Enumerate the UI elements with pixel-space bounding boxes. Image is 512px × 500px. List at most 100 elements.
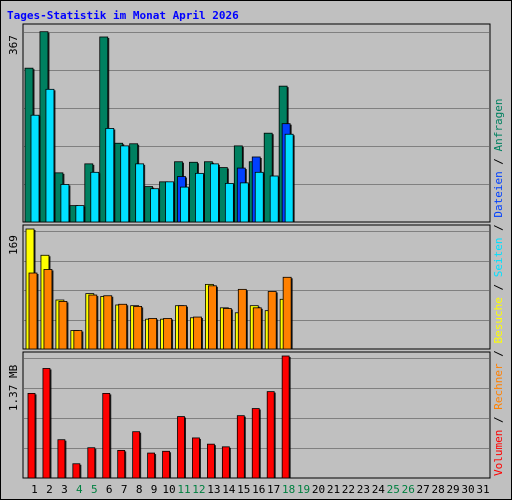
- legend-entry-besuche: Besuche: [492, 297, 505, 343]
- bar-seiten-day-14: [224, 183, 234, 223]
- x-tick-label-day-28: 28: [432, 483, 445, 496]
- chart-title: Tages-Statistik im Monat April 2026: [7, 9, 239, 22]
- x-tick-label-day-12: 12: [192, 483, 205, 496]
- bar-volumen-day-12: [192, 437, 200, 479]
- bar-volumen-day-17: [266, 391, 275, 479]
- bar-volumen-day-9: [147, 452, 156, 479]
- bar-volumen-day-10: [162, 450, 170, 479]
- panel-top-scale-label: 367: [7, 35, 20, 55]
- x-tick-label-day-31: 31: [476, 483, 489, 496]
- bar-volumen-day-14: [221, 446, 230, 479]
- x-tick-label-day-20: 20: [312, 483, 325, 496]
- x-tick-label-day-4: 4: [76, 483, 83, 496]
- bar-seiten-day-16: [254, 171, 264, 223]
- x-tick-label-day-13: 13: [207, 483, 220, 496]
- bar-seiten-day-6: [105, 128, 115, 223]
- legend-entry-dateien: Dateien: [492, 171, 505, 217]
- bar-seiten-day-1: [30, 114, 40, 223]
- x-tick-label-day-14: 14: [222, 483, 236, 496]
- bar-volumen-day-4: [72, 463, 81, 479]
- bar-volumen-day-15: [236, 415, 245, 479]
- legend-separator: /: [492, 344, 505, 364]
- bar-volumen-day-18: [281, 355, 290, 479]
- x-tick-label-day-8: 8: [136, 483, 143, 496]
- bar-seiten-day-18: [284, 133, 294, 223]
- series-rechner: [28, 269, 293, 350]
- x-tick-label-day-17: 17: [267, 483, 280, 496]
- legend-entry-anfragen: Anfragen: [492, 98, 505, 151]
- x-tick-label-day-23: 23: [357, 483, 370, 496]
- x-tick-label-day-22: 22: [342, 483, 355, 496]
- bar-volumen-day-16: [251, 408, 260, 479]
- bar-seiten-day-5: [90, 171, 100, 223]
- bar-volumen-day-11: [177, 416, 185, 479]
- bar-seiten-day-9: [150, 188, 160, 223]
- bar-volumen-day-8: [132, 431, 141, 479]
- x-tick-label-day-2: 2: [46, 483, 53, 496]
- x-tick-label-day-26: 26: [402, 483, 415, 496]
- series-seiten: [30, 88, 295, 223]
- panel-top: 367: [7, 23, 491, 223]
- legend-separator: /: [492, 218, 505, 238]
- bar-rechner-day-5: [88, 294, 98, 350]
- bar-rechner-day-7: [118, 303, 128, 350]
- x-tick-label-day-1: 1: [31, 483, 38, 496]
- panel-bottom: 1.37 MB: [7, 351, 491, 479]
- x-tick-label-day-10: 10: [162, 483, 175, 496]
- legend-separator: /: [492, 277, 505, 297]
- panel-middle-scale-label: 169: [7, 235, 20, 255]
- bar-rechner-day-8: [133, 305, 143, 350]
- bar-seiten-day-7: [120, 145, 130, 223]
- x-tick-label-day-3: 3: [61, 483, 68, 496]
- bar-rechner-day-4: [73, 330, 83, 350]
- bar-rechner-day-11: [178, 305, 187, 350]
- bar-seiten-day-8: [135, 163, 145, 223]
- x-tick-label-day-11: 11: [177, 483, 190, 496]
- bar-rechner-day-17: [267, 291, 277, 350]
- x-tick-label-day-5: 5: [91, 483, 98, 496]
- bar-volumen-day-7: [117, 449, 126, 479]
- x-tick-label-day-29: 29: [446, 483, 459, 496]
- bar-rechner-day-16: [252, 307, 262, 350]
- chart-panels: 367 169 1.37 MB: [7, 23, 491, 479]
- series-volumen: [27, 355, 291, 479]
- x-tick-label-day-7: 7: [121, 483, 128, 496]
- panel-middle: 169: [7, 224, 491, 350]
- legend-entry-seiten: Seiten: [492, 238, 505, 278]
- bar-seiten-day-17: [269, 175, 279, 223]
- bar-volumen-day-5: [87, 447, 96, 479]
- bar-rechner-day-15: [237, 288, 247, 350]
- x-tick-label-day-19: 19: [297, 483, 310, 496]
- bar-seiten-day-11: [180, 186, 189, 223]
- bar-rechner-day-9: [148, 318, 158, 350]
- bar-rechner-day-6: [103, 295, 113, 350]
- bar-rechner-day-10: [163, 318, 172, 350]
- bar-rechner-day-2: [43, 269, 53, 350]
- bar-seiten-day-2: [45, 88, 55, 223]
- x-tick-label-day-18: 18: [282, 483, 295, 496]
- bar-volumen-day-13: [206, 443, 215, 479]
- bar-volumen-day-6: [102, 393, 111, 479]
- bar-seiten-day-10: [165, 181, 174, 223]
- bar-volumen-day-1: [27, 393, 36, 479]
- x-axis-day-labels: 1 2 3 4 5 6 7 8 9 10 11 12 13 14 15 16 17 18 19 20 21 22 23 24 2…: [31, 483, 489, 496]
- bar-rechner-day-3: [58, 301, 68, 350]
- panel-bottom-scale-label: 1.37 MB: [7, 364, 20, 411]
- bar-seiten-day-3: [60, 184, 70, 223]
- bar-rechner-day-13: [207, 285, 217, 350]
- x-tick-label-day-21: 21: [327, 483, 340, 496]
- x-tick-label-day-25: 25: [387, 483, 400, 496]
- x-tick-label-day-15: 15: [237, 483, 250, 496]
- bar-seiten-day-13: [209, 163, 219, 223]
- x-tick-label-day-16: 16: [252, 483, 265, 496]
- x-tick-label-day-27: 27: [417, 483, 430, 496]
- x-tick-label-day-9: 9: [151, 483, 158, 496]
- bar-seiten-day-12: [195, 172, 204, 223]
- bar-seiten-day-4: [75, 205, 85, 223]
- bar-rechner-day-18: [282, 276, 292, 350]
- legend-separator: /: [492, 151, 505, 171]
- bar-volumen-day-2: [42, 368, 51, 479]
- x-tick-label-day-6: 6: [106, 483, 113, 496]
